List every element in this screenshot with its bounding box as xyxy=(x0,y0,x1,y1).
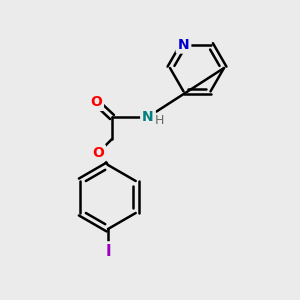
Text: I: I xyxy=(105,244,111,259)
Text: O: O xyxy=(90,95,102,109)
Text: H: H xyxy=(154,113,164,127)
Text: N: N xyxy=(178,38,189,52)
Text: O: O xyxy=(92,146,104,160)
Text: N: N xyxy=(142,110,154,124)
